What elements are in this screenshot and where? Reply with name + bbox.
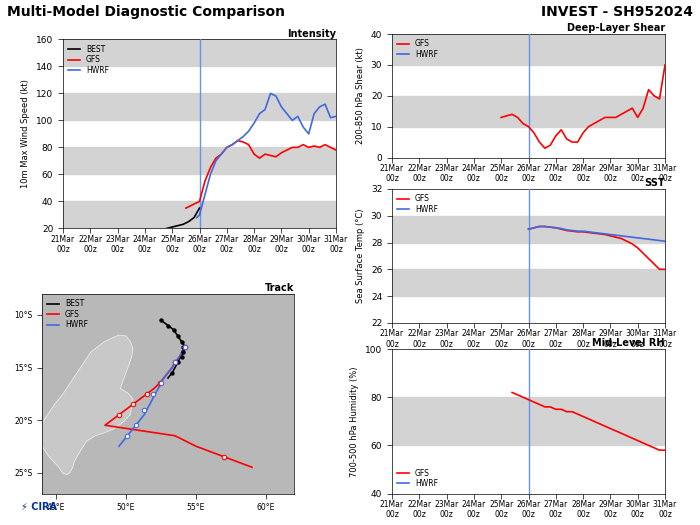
Text: ⚡ CIRA: ⚡ CIRA (21, 502, 57, 512)
Bar (63, 148, 336, 174)
Legend: GFS, HWRF: GFS, HWRF (395, 193, 440, 215)
Legend: GFS, HWRF: GFS, HWRF (395, 38, 440, 60)
Point (179, 342, 190, 351)
Polygon shape (35, 335, 133, 475)
Point (218, 453, 230, 461)
Y-axis label: 10m Max Wind Speed (kt): 10m Max Wind Speed (kt) (22, 79, 31, 188)
Point (176, 338, 188, 347)
Legend: GFS, HWRF: GFS, HWRF (395, 467, 440, 490)
Point (155, 316, 167, 324)
Y-axis label: Sea Surface Temp (°C): Sea Surface Temp (°C) (356, 208, 365, 303)
Point (172, 358, 183, 366)
Point (168, 326, 179, 334)
Bar (392, 269, 665, 296)
Point (167, 369, 178, 377)
Point (127, 400, 139, 408)
Bar (392, 96, 665, 127)
Point (122, 432, 133, 440)
Point (147, 390, 158, 398)
Bar (63, 202, 336, 228)
Bar (63, 93, 336, 120)
Y-axis label: 700-500 hPa Humidity (%): 700-500 hPa Humidity (%) (351, 366, 360, 477)
Legend: BEST, GFS, HWRF: BEST, GFS, HWRF (46, 298, 90, 331)
Point (141, 390, 153, 398)
Text: Track: Track (265, 283, 294, 293)
Text: Mid-Level RH: Mid-Level RH (592, 338, 665, 349)
Text: Multi-Model Diagnostic Comparison: Multi-Model Diagnostic Comparison (7, 5, 285, 19)
Bar (392, 397, 665, 445)
Point (179, 342, 190, 351)
Bar (63, 39, 336, 66)
Point (154, 379, 165, 387)
Text: INVEST - SH952024: INVEST - SH952024 (541, 5, 693, 19)
Point (130, 421, 141, 429)
Bar (392, 216, 665, 243)
Point (178, 348, 189, 356)
Point (169, 358, 181, 366)
Text: SST: SST (645, 178, 665, 188)
Point (113, 411, 125, 419)
Point (178, 342, 189, 351)
Text: Deep-Layer Shear: Deep-Layer Shear (567, 23, 665, 34)
Legend: BEST, GFS, HWRF: BEST, GFS, HWRF (66, 43, 111, 76)
Bar (392, 34, 665, 65)
Point (155, 379, 167, 387)
Point (169, 358, 181, 366)
Point (172, 332, 183, 340)
Y-axis label: 200-850 hPa Shear (kt): 200-850 hPa Shear (kt) (356, 47, 365, 144)
Point (162, 321, 174, 330)
Text: Intensity: Intensity (287, 28, 336, 39)
Point (176, 353, 188, 361)
Point (139, 405, 150, 414)
